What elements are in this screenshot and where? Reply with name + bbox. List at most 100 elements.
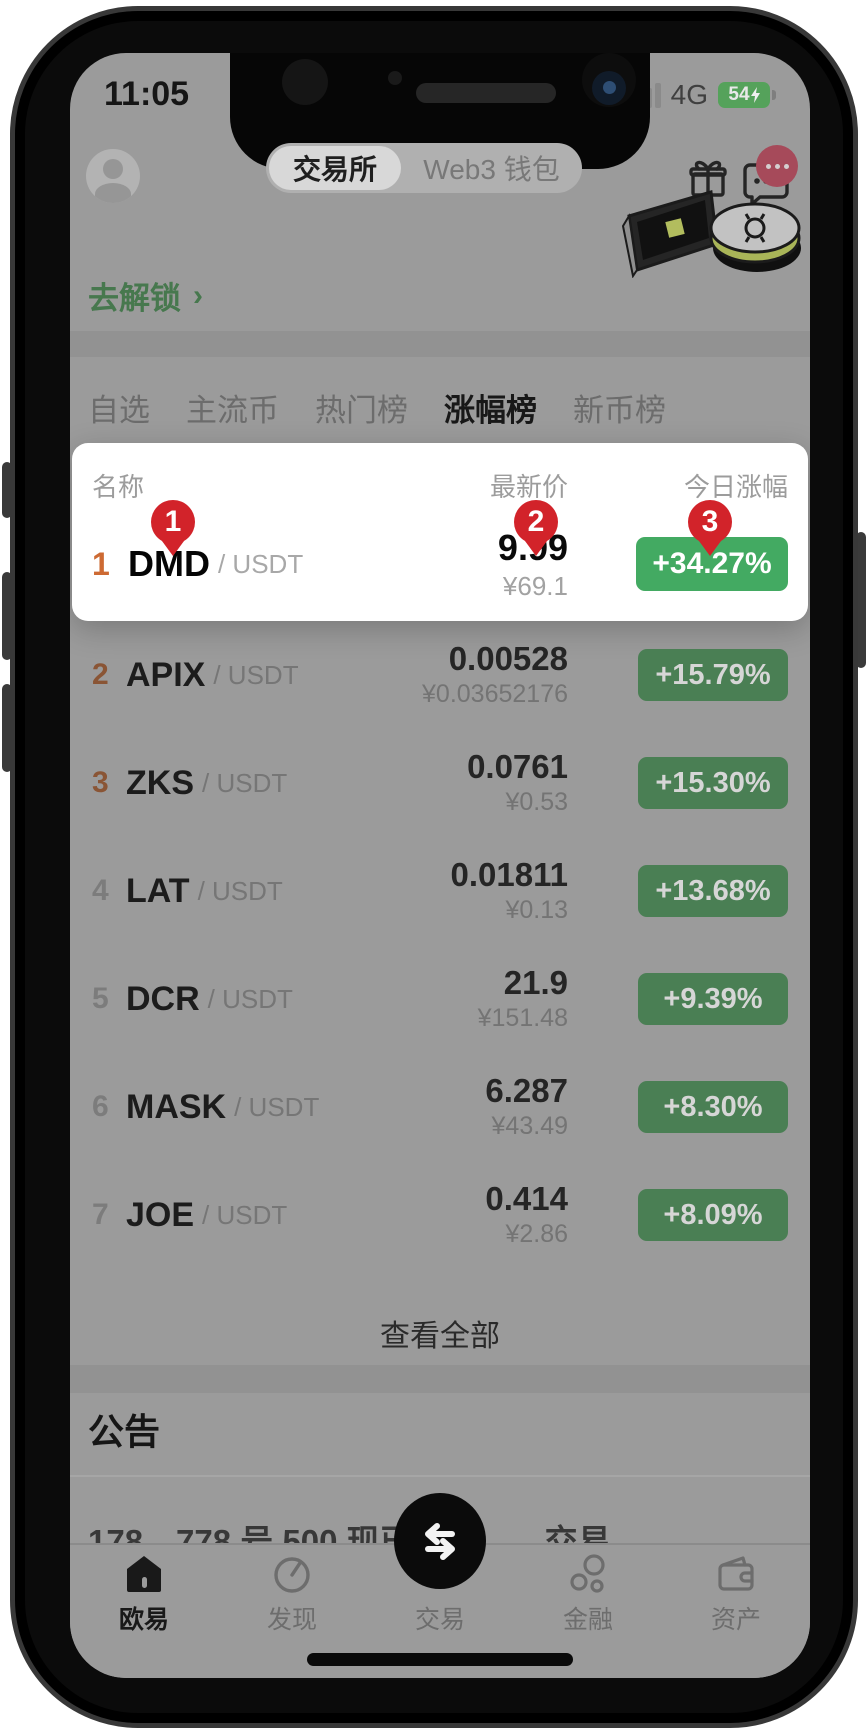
coin-pair: / USDT [202, 767, 288, 798]
charging-bolt-icon [750, 87, 760, 103]
coin-price-cny: ¥0.53 [505, 788, 568, 817]
coin-name: MASK [126, 1087, 227, 1126]
table-row-highlight[interactable]: 1 DMD / USDT 9.99 ¥69.1 +34.27% [92, 528, 788, 600]
header-change: 今日涨幅 [683, 472, 788, 502]
coin-pair: / USDT [213, 659, 299, 690]
coin-name: JOE [126, 1195, 195, 1234]
coin-name: LAT [126, 871, 190, 910]
nav-item-assets[interactable]: 资产 [662, 1545, 810, 1678]
tab-new-coins[interactable]: 新币榜 [573, 393, 666, 428]
coin-price-cny: ¥2.86 [505, 1220, 568, 1249]
speaker-icon [416, 83, 556, 103]
rank-label: 4 [92, 874, 109, 907]
coin-price-cny: ¥0.03652176 [422, 680, 568, 709]
unlock-link[interactable]: 去解锁 › [88, 273, 203, 318]
nav-label: 发现 [266, 1606, 317, 1634]
table-header: 名称 最新价 今日涨幅 [92, 443, 788, 504]
notification-badge [756, 145, 798, 187]
rank-label: 3 [92, 766, 109, 799]
battery-icon: 54 [718, 82, 776, 108]
power-button [856, 532, 866, 668]
rank-label: 2 [92, 658, 109, 691]
table-row[interactable]: 5 DCR / USDT 21.9 ¥151.48 +9.39% [92, 945, 788, 1053]
unlock-label: 去解锁 [88, 281, 181, 316]
coin-price: 0.414 [485, 1180, 568, 1218]
rank-label: 6 [92, 1090, 109, 1123]
front-camera-icon [592, 71, 626, 105]
nav-label: 交易 [414, 1606, 465, 1634]
section-divider [70, 331, 810, 357]
rank-label: 7 [92, 1198, 109, 1231]
table-row[interactable]: 3 ZKS / USDT 0.0761 ¥0.53 +15.30% [92, 729, 788, 837]
tab-hot[interactable]: 热门榜 [315, 393, 408, 428]
coin-price-cny: ¥43.49 [491, 1112, 568, 1141]
coin-price: 0.00528 [448, 640, 568, 678]
nav-item-discover[interactable]: 发现 [218, 1545, 366, 1678]
coin-price: 0.01811 [450, 856, 568, 894]
coin-price: 21.9 [503, 964, 568, 1002]
change-badge: +9.39% [638, 973, 788, 1025]
change-badge: +15.30% [638, 757, 788, 809]
coin-pair: / USDT [234, 1091, 320, 1122]
section-divider [70, 1365, 810, 1393]
coin-list: 2 APIX / USDT 0.00528 ¥0.03652176 +15.79… [70, 621, 810, 1269]
view-all-button[interactable]: 查看全部 [380, 1320, 500, 1353]
home-indicator[interactable] [307, 1653, 573, 1666]
discover-icon [274, 1557, 310, 1593]
swap-icon [425, 1523, 455, 1560]
announcements-title: 公告 [88, 1411, 161, 1452]
promo-illustration [621, 190, 801, 278]
coin-price: 0.0761 [467, 748, 568, 786]
table-row[interactable]: 4 LAT / USDT 0.01811 ¥0.13 +13.68% [92, 837, 788, 945]
coin-price-cny: ¥0.13 [505, 896, 568, 925]
coin-name: ZKS [126, 763, 194, 802]
table-row[interactable]: 2 APIX / USDT 0.00528 ¥0.03652176 +15.79… [92, 621, 788, 729]
coin-price-cny: ¥151.48 [477, 1004, 568, 1033]
chevron-right-icon: › [193, 278, 203, 312]
sensor-dot-icon [388, 71, 402, 85]
nav-label: 金融 [562, 1606, 613, 1634]
nav-item-finance[interactable]: 金融 [514, 1545, 662, 1678]
rank-label: 1 [92, 545, 110, 582]
nav-label: 资产 [710, 1606, 761, 1634]
network-type-label: 4G [670, 79, 708, 110]
rank-label: 5 [92, 982, 109, 1015]
segment-exchange[interactable]: 交易所 [269, 146, 402, 190]
market-tabs: 自选 主流币 热门榜 涨幅榜 新币榜 [88, 385, 666, 430]
tab-mainstream[interactable]: 主流币 [186, 393, 279, 428]
tab-favorites[interactable]: 自选 [88, 393, 150, 428]
tab-gainers[interactable]: 涨幅榜 [444, 393, 537, 428]
home-icon [127, 1556, 161, 1592]
annotation-marker-2: 2 [514, 500, 558, 562]
app-screen: 11:05 4G 54 交易所 [70, 53, 810, 1678]
coin-price: 6.287 [485, 1072, 568, 1110]
coin-pair: / USDT [197, 875, 283, 906]
finance-icon [570, 1554, 605, 1593]
status-icons: 4G 54 [627, 79, 776, 111]
table-row[interactable]: 6 MASK / USDT 6.287 ¥43.49 +8.30% [92, 1053, 788, 1161]
status-time: 11:05 [104, 75, 190, 113]
coin-name: DCR [126, 979, 200, 1018]
segmented-control: 交易所 Web3 钱包 [266, 143, 582, 193]
volume-down-button [2, 684, 12, 772]
table-row[interactable]: 7 JOE / USDT 0.414 ¥2.86 +8.09% [92, 1161, 788, 1269]
coin-pair: / USDT [217, 548, 304, 579]
nav-item-trade[interactable]: 交易 [366, 1493, 514, 1678]
coin-pair: / USDT [202, 1199, 288, 1230]
annotation-marker-1: 1 [151, 500, 195, 562]
change-badge: +8.30% [638, 1081, 788, 1133]
change-badge: +15.79% [638, 649, 788, 701]
annotation-marker-3: 3 [688, 500, 732, 562]
sensor-icon [282, 59, 328, 105]
change-badge: +13.68% [638, 865, 788, 917]
mute-switch [2, 462, 12, 518]
coin-name: APIX [126, 655, 206, 694]
segment-web3-wallet[interactable]: Web3 钱包 [423, 154, 560, 185]
trade-button[interactable] [394, 1493, 486, 1589]
coin-pair: / USDT [207, 983, 293, 1014]
avatar[interactable] [86, 149, 140, 203]
nav-item-home[interactable]: 欧易 [70, 1545, 218, 1678]
highlight-card: 名称 最新价 今日涨幅 1 DMD / USDT 9.99 ¥69.1 +34.… [72, 443, 808, 621]
coin-price-cny: ¥69.1 [502, 570, 568, 601]
